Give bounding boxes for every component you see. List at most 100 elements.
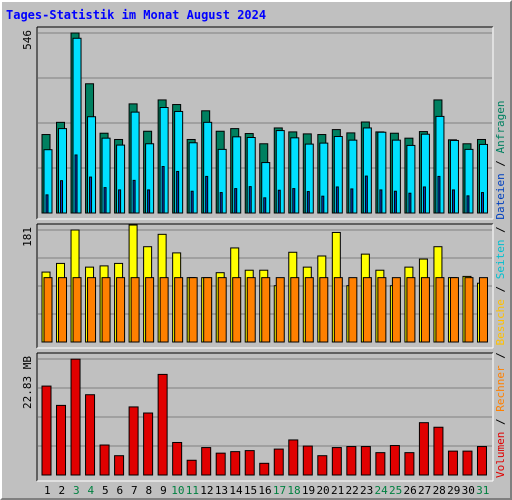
day-label: 31 <box>476 484 489 497</box>
panel-visits: 181 <box>21 223 494 349</box>
bar-rechner <box>174 277 184 343</box>
legend-segment: Anfragen <box>494 100 507 153</box>
bar-rechner <box>116 277 126 343</box>
day-label: 25 <box>389 484 402 497</box>
bar-rechner <box>420 277 430 343</box>
bar-seiten <box>364 175 368 214</box>
bar-rechner <box>43 277 53 343</box>
bar-volumen <box>230 451 241 476</box>
bar-volumen <box>418 422 429 476</box>
bar-volumen <box>447 450 458 476</box>
bar-seiten <box>393 190 397 214</box>
bar-volumen <box>244 450 255 476</box>
bar-rechner <box>290 277 300 343</box>
bar-seiten <box>335 186 339 214</box>
bar-volumen <box>259 462 270 476</box>
bar-seiten <box>350 188 354 214</box>
bar-rechner <box>145 277 155 343</box>
bar-rechner <box>87 277 97 343</box>
bar-seiten <box>118 189 122 214</box>
bar-seiten <box>176 170 180 214</box>
bar-rechner <box>275 277 285 343</box>
chart-title: Tages-Statistik im Monat August 2024 <box>6 8 266 22</box>
bar-rechner <box>130 277 140 343</box>
bar-seiten <box>306 191 310 214</box>
day-label: 26 <box>404 484 417 497</box>
bar-rechner <box>261 277 271 343</box>
bar-volumen <box>433 426 444 476</box>
bar-volumen <box>99 444 110 476</box>
bar-seiten <box>379 189 383 214</box>
day-label: 19 <box>302 484 315 497</box>
bar-volumen <box>462 450 473 476</box>
day-label: 7 <box>131 484 138 497</box>
bar-seiten <box>451 189 455 214</box>
bar-volumen <box>128 406 139 476</box>
bar-volumen <box>273 448 284 476</box>
bar-seiten <box>480 192 484 214</box>
bar-seiten <box>321 195 325 214</box>
legend-segment: / <box>494 346 507 366</box>
legend-segment: / <box>494 412 507 432</box>
day-label: 18 <box>287 484 300 497</box>
bar-seiten <box>466 195 470 214</box>
bar-rechner <box>246 277 256 343</box>
legend-segment: / <box>494 220 507 240</box>
bar-volumen <box>114 455 125 476</box>
bar-volumen <box>201 447 212 476</box>
day-label: 20 <box>316 484 329 497</box>
bar-rechner <box>319 277 329 343</box>
panel-hits: 546 <box>21 26 494 220</box>
day-label: 16 <box>258 484 271 497</box>
legend-segment: / <box>494 279 507 299</box>
bar-volumen <box>476 446 487 476</box>
day-label: 30 <box>462 484 475 497</box>
day-label: 6 <box>117 484 124 497</box>
bar-rechner <box>101 277 111 343</box>
bar-volumen <box>41 385 52 476</box>
bar-rechner <box>304 277 314 343</box>
day-label: 3 <box>73 484 80 497</box>
bar-seiten <box>277 189 281 214</box>
bar-volumen <box>346 446 357 476</box>
bar-seiten <box>132 179 136 214</box>
day-label: 15 <box>244 484 257 497</box>
legend-segment: Seiten <box>494 240 507 280</box>
bar-volumen <box>143 412 154 476</box>
bar-rechner <box>377 277 387 343</box>
bar-rechner <box>203 277 213 343</box>
day-label: 24 <box>375 484 389 497</box>
bar-seiten <box>292 188 296 214</box>
bar-volumen <box>172 441 183 476</box>
bar-rechner <box>159 277 169 343</box>
day-label: 5 <box>102 484 109 497</box>
day-label: 12 <box>200 484 213 497</box>
bar-volumen <box>85 394 96 476</box>
bar-rechner <box>188 277 198 343</box>
bar-seiten <box>205 175 209 214</box>
day-label: 13 <box>215 484 228 497</box>
bar-rechner <box>58 277 68 343</box>
bar-rechner <box>464 277 474 343</box>
bar-volumen <box>186 459 197 476</box>
bar-seiten <box>74 154 78 214</box>
bar-volumen <box>389 445 400 476</box>
bar-rechner <box>435 277 445 343</box>
bar-seiten <box>60 180 64 214</box>
day-label: 10 <box>171 484 184 497</box>
day-label: 11 <box>186 484 199 497</box>
bar-rechner <box>348 277 358 343</box>
bar-rechner <box>217 277 227 343</box>
day-label: 2 <box>58 484 65 497</box>
bar-seiten <box>103 187 107 214</box>
bar-volumen <box>331 447 342 476</box>
day-label: 1 <box>44 484 51 497</box>
bar-seiten <box>408 192 412 214</box>
day-label: 8 <box>146 484 153 497</box>
bar-seiten <box>437 175 441 214</box>
day-label: 14 <box>229 484 243 497</box>
bar-rechner <box>232 277 242 343</box>
day-label: 28 <box>433 484 446 497</box>
bar-seiten <box>190 190 194 214</box>
bar-rechner <box>72 277 82 343</box>
